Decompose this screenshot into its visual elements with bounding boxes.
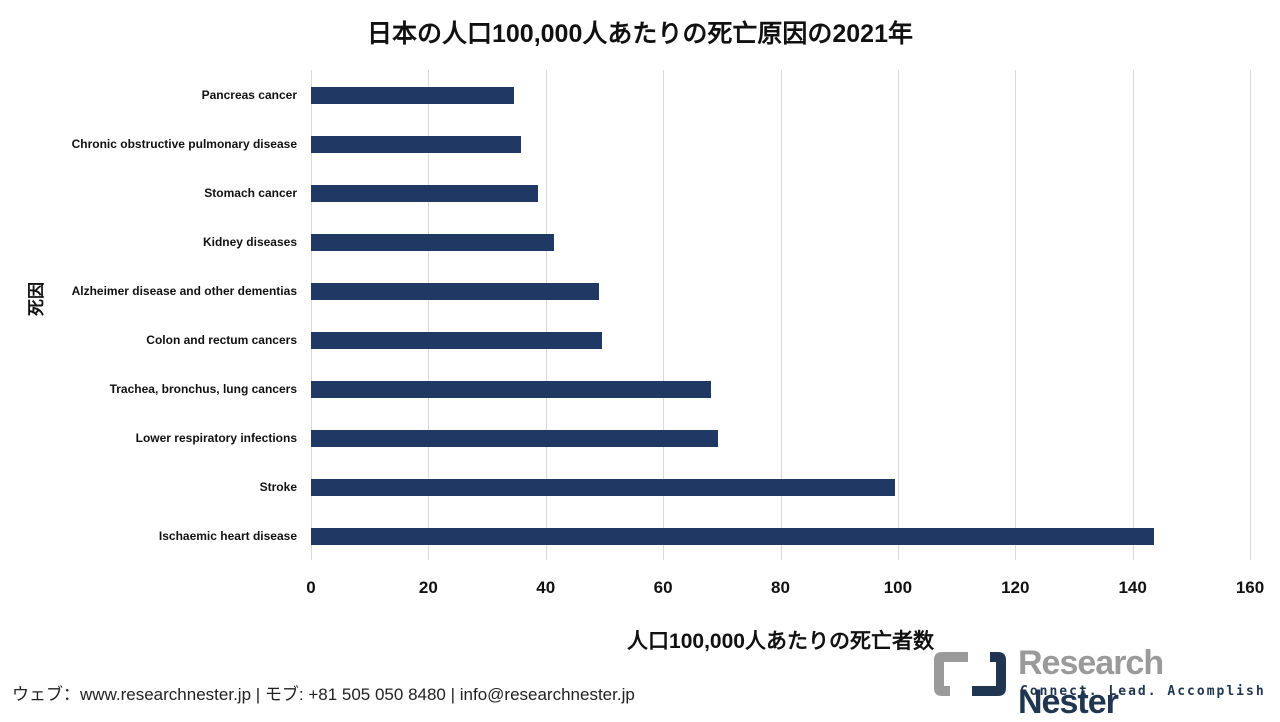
x-tick-label: 40 bbox=[536, 578, 556, 597]
category-label: Chronic obstructive pulmonary disease bbox=[71, 137, 297, 151]
x-tick-label: 20 bbox=[418, 578, 438, 597]
x-tick-label: 60 bbox=[653, 578, 673, 597]
category-label: Pancreas cancer bbox=[201, 88, 297, 102]
gridline bbox=[897, 70, 899, 560]
logo-mark-icon bbox=[934, 652, 1006, 696]
category-label: Kidney diseases bbox=[202, 235, 297, 249]
research-nester-logo: Research Nester Connect. Lead. Accomplis… bbox=[930, 644, 1270, 721]
gridline bbox=[1015, 70, 1017, 560]
x-tick-label: 120 bbox=[1001, 578, 1030, 597]
bar bbox=[311, 86, 515, 104]
gridline bbox=[663, 70, 665, 560]
gridline bbox=[780, 70, 782, 560]
bar bbox=[311, 331, 603, 349]
bar bbox=[311, 135, 522, 153]
category-label: Ischaemic heart disease bbox=[158, 529, 297, 543]
bar bbox=[311, 184, 539, 202]
x-tick-label: 100 bbox=[883, 578, 913, 597]
chart-title: 日本の人口100,000人あたりの死亡原因の2021年 bbox=[367, 20, 913, 48]
x-axis-label: 人口100,000人あたりの死亡者数 bbox=[627, 630, 934, 653]
footer-contact: ウェブ：www.researchnester.jp | モブ: +81 505 … bbox=[12, 685, 635, 704]
gridline bbox=[1250, 70, 1251, 560]
gridline bbox=[428, 70, 430, 560]
category-label: Alzheimer disease and other dementias bbox=[71, 284, 297, 298]
x-tick-label: 140 bbox=[1118, 578, 1147, 597]
gridline bbox=[545, 70, 547, 560]
category-label: Trachea, bronchus, lung cancers bbox=[109, 382, 297, 396]
category-label: Stomach cancer bbox=[204, 186, 297, 200]
category-label: Lower respiratory infections bbox=[135, 431, 297, 445]
bar bbox=[311, 429, 719, 447]
bar bbox=[311, 233, 554, 251]
category-label: Colon and rectum cancers bbox=[146, 333, 297, 347]
bar bbox=[311, 282, 600, 300]
x-tick-label: 0 bbox=[306, 578, 316, 597]
y-axis-label: 死因 bbox=[27, 282, 46, 316]
logo-tagline: Connect. Lead. Accomplish bbox=[1020, 684, 1266, 699]
category-label: Stroke bbox=[259, 480, 297, 494]
gridline bbox=[311, 70, 312, 560]
gridline bbox=[1132, 70, 1134, 560]
bar bbox=[311, 527, 1154, 545]
x-tick-label: 160 bbox=[1235, 578, 1265, 597]
logo-name: Research Nester bbox=[1018, 644, 1164, 721]
x-tick-label: 80 bbox=[771, 578, 790, 597]
plot-area bbox=[311, 70, 1251, 560]
bar bbox=[311, 478, 895, 496]
bar bbox=[311, 380, 712, 398]
